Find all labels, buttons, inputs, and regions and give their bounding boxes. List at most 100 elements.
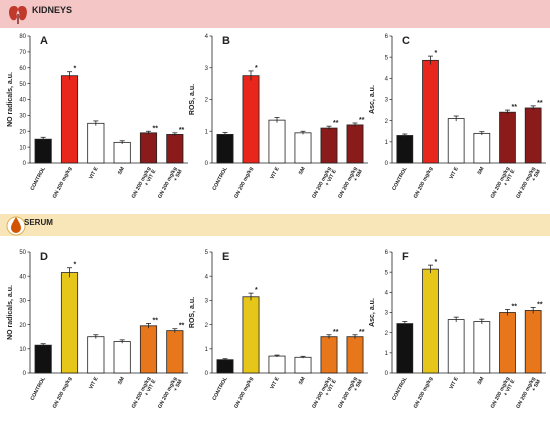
category-label-line: SM [477, 166, 486, 176]
bar [473, 321, 491, 374]
bar [242, 75, 260, 164]
y-tick-label: 30 [19, 114, 26, 120]
category-label: GN 200 mg/kg [413, 166, 435, 199]
category-label-line: VIT E [269, 376, 281, 391]
chart-panel-b: 0 1 2 3 4 ROS, a.u. B CONTROL * GN 200 mg/kg VIT E… [189, 34, 368, 203]
y-tick-label: 1 [385, 351, 389, 357]
category-label: GN 200 mg/kg+ VIT E [490, 166, 517, 203]
bar [320, 336, 338, 374]
category-label: SM [298, 166, 307, 176]
bar [294, 132, 312, 164]
category-label: SM [477, 166, 486, 176]
category-label-line: GN 200 mg/kg [233, 166, 255, 199]
category-label: GN 200 mg/kg [52, 166, 74, 199]
y-tick-label: 80 [19, 34, 26, 40]
panel-letter: A [40, 35, 48, 47]
bar [422, 59, 439, 164]
y-tick-label: 20 [19, 129, 26, 135]
category-label: GN 200 mg/kg+ VIT E [311, 376, 338, 413]
bar [60, 272, 79, 374]
significance-mark: ** [179, 323, 185, 330]
panel-letter: C [402, 35, 410, 47]
y-tick-label: 20 [19, 323, 26, 329]
section-band [0, 0, 550, 28]
category-label: SM [477, 376, 486, 386]
significance-mark: ** [512, 104, 518, 111]
significance-mark: ** [359, 117, 365, 124]
y-tick-label: 4 [385, 291, 389, 297]
significance-mark: * [255, 65, 258, 72]
category-label: GN 200 mg/kg+ VIT E [311, 166, 338, 203]
bar [139, 325, 158, 374]
chart-panel-d: 0 10 20 30 40 50 NO radicals, a.u. D CONTROL * GN … [7, 250, 188, 409]
category-label-line: SM [117, 166, 126, 176]
bar [447, 118, 465, 164]
y-tick-label: 4 [205, 274, 209, 280]
category-label: CONTROL [391, 375, 409, 401]
category-label-line: CONTROL [211, 165, 229, 191]
category-label-line: CONTROL [391, 165, 409, 191]
y-tick-label: 0 [23, 371, 27, 377]
y-tick-label: 40 [19, 274, 26, 280]
category-label: GN 200 mg/kg+ SM [337, 376, 364, 412]
bar [113, 141, 131, 164]
y-axis-label: NO radicals, a.u. [7, 285, 14, 340]
category-label: GN 200 mg/kg+ SM [515, 166, 542, 202]
bar [473, 132, 491, 164]
y-tick-label: 3 [385, 311, 389, 317]
bar [524, 107, 542, 164]
category-label-line: + SM [173, 169, 184, 183]
y-tick-label: 6 [385, 250, 389, 256]
y-tick-label: 4 [205, 34, 209, 40]
category-label-line: VIT E [449, 166, 461, 181]
bar [346, 124, 364, 164]
y-tick-label: 2 [385, 331, 389, 337]
significance-mark: ** [333, 329, 339, 336]
significance-mark: ** [153, 317, 159, 324]
y-axis-label: Asc, a.u. [369, 85, 376, 114]
y-tick-label: 2 [385, 119, 389, 125]
category-label-line: GN 200 mg/kg [413, 166, 435, 199]
category-label-line: + SM [353, 379, 364, 393]
bar [139, 132, 158, 164]
significance-mark: ** [359, 329, 365, 336]
category-label-line: GN 200 mg/kg [52, 166, 74, 199]
y-tick-label: 0 [385, 371, 389, 377]
panel-letter: D [40, 251, 48, 263]
bar [294, 356, 312, 374]
significance-mark: ** [537, 301, 543, 308]
bar [268, 355, 286, 374]
category-label: GN 200 mg/kg+ SM [515, 376, 542, 412]
bar [524, 310, 542, 374]
category-label-line: CONTROL [30, 165, 48, 191]
bar [166, 330, 184, 374]
category-label: VIT E [88, 376, 100, 391]
category-label-line: + SM [531, 379, 542, 393]
y-tick-label: 5 [385, 270, 389, 276]
y-tick-label: 1 [205, 129, 209, 135]
y-tick-label: 10 [19, 145, 26, 151]
category-label-line: VIT E [88, 166, 100, 181]
y-tick-label: 50 [19, 82, 26, 88]
category-label-line: VIT E [88, 376, 100, 391]
bar [166, 134, 184, 164]
category-label: GN 200 mg/kg+ VIT E [131, 166, 158, 203]
bar [34, 138, 52, 164]
y-tick-label: 30 [19, 299, 26, 305]
significance-mark: * [255, 287, 258, 294]
category-label: VIT E [449, 166, 461, 181]
category-label-line: + SM [353, 169, 364, 183]
category-label: GN 200 mg/kg+ VIT E [490, 376, 517, 413]
significance-mark: * [435, 259, 438, 266]
category-label-line: + SM [531, 169, 542, 183]
section-header-kidneys: KIDNEYS [0, 0, 550, 28]
category-label: CONTROL [391, 165, 409, 191]
chart-panel-a: 0 10 20 30 40 50 60 70 80 NO radicals, a.u. A CONTR… [7, 34, 188, 203]
y-tick-label: 3 [205, 66, 209, 72]
y-axis-label: NO radicals, a.u. [7, 72, 14, 127]
y-tick-label: 2 [205, 323, 209, 329]
category-label: GN 200 mg/kg [233, 166, 255, 199]
y-tick-label: 1 [205, 347, 209, 353]
